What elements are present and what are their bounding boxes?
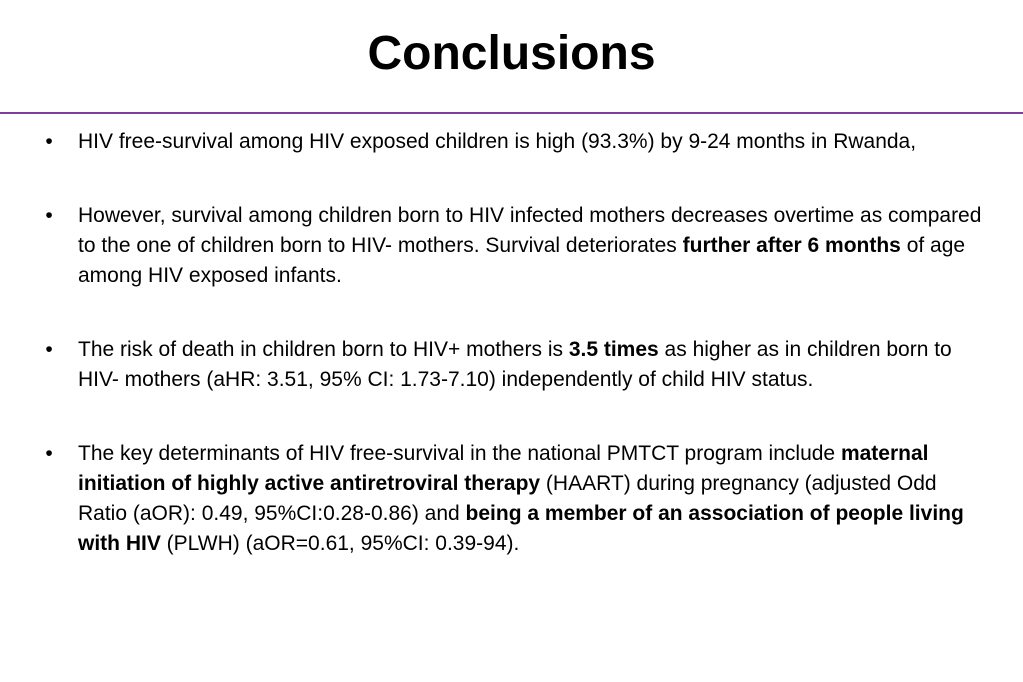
bold-segment: 3.5 times	[568, 338, 659, 361]
text-segment: (PLWH) (aOR=0.61, 95%CI: 0.39-94).	[160, 532, 520, 555]
bullet-marker: •	[45, 338, 53, 361]
bold-segment: further after 6 months	[682, 234, 901, 257]
bullet-list: • HIV free-survival among HIV exposed ch…	[0, 127, 1023, 603]
bullet-marker: •	[45, 130, 53, 153]
text-segment: of age among HIV exposed infants.	[78, 234, 966, 287]
text-segment: The risk of death in children born to HI…	[78, 338, 569, 361]
bullet-item-2: • However, survival among children born …	[0, 201, 1023, 291]
bullet-text: HIV free-survival among HIV exposed chil…	[78, 130, 916, 153]
bullet-text: However, survival among children born to…	[78, 204, 981, 287]
bullet-text: The risk of death in children born to HI…	[78, 338, 952, 391]
text-segment: (HAART) during pregnancy (adjusted Odd R…	[78, 472, 937, 525]
bullet-text: The key determinants of HIV free-surviva…	[78, 442, 964, 555]
bullet-item-3: • The risk of death in children born to …	[0, 335, 1023, 395]
title-divider	[0, 112, 1023, 114]
text-segment: However, survival among children born to…	[78, 204, 982, 257]
bold-segment: maternal initiation of highly active ant…	[78, 442, 929, 495]
bullet-marker: •	[45, 204, 53, 227]
bold-segment: being a member of an association of peop…	[78, 502, 964, 555]
bullet-item-4: • The key determinants of HIV free-survi…	[0, 439, 1023, 559]
text-segment: HIV free-survival among HIV exposed chil…	[78, 130, 917, 153]
text-segment: The key determinants of HIV free-surviva…	[78, 442, 841, 465]
page-title: Conclusions	[367, 27, 656, 80]
bullet-marker: •	[45, 442, 53, 465]
bullet-item-1: • HIV free-survival among HIV exposed ch…	[0, 127, 1023, 157]
text-segment: as higher as in children born to HIV- mo…	[78, 338, 952, 391]
